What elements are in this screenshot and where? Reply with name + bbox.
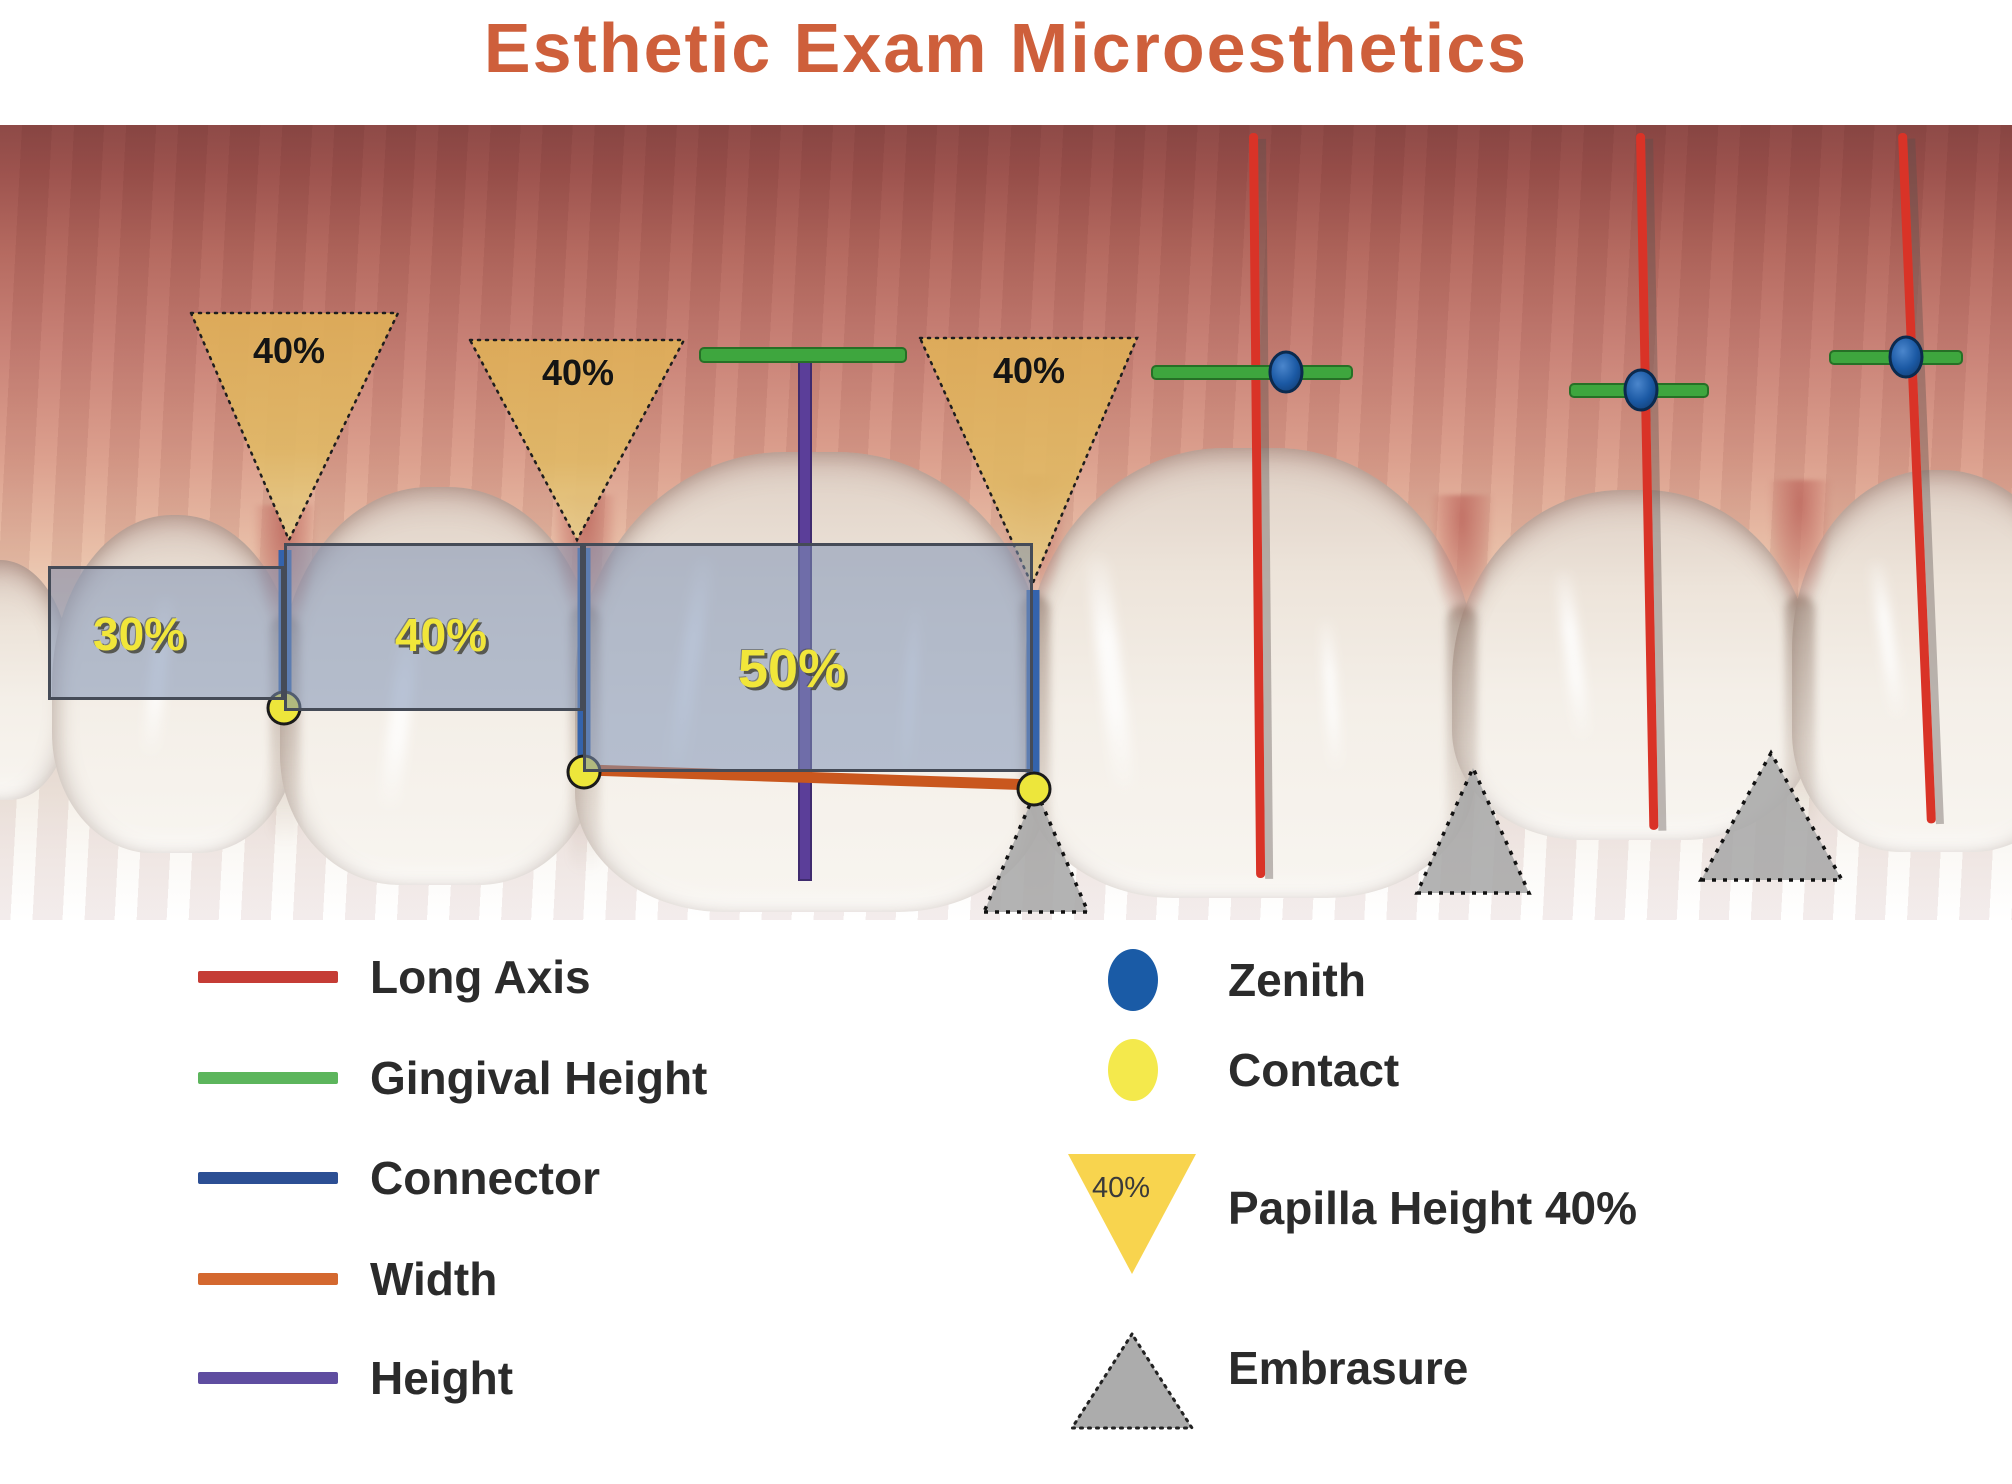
long-axis-line <box>1636 132 1659 830</box>
papilla-perctávent-label: 40% <box>252 330 326 371</box>
embrasure-triangle <box>1414 763 1532 895</box>
papilla-triangle <box>467 338 687 543</box>
legend-label: Gingival Height <box>370 1052 708 1104</box>
long-axis-line <box>1249 132 1266 878</box>
connector-swatch <box>198 1172 338 1184</box>
height-swatch <box>198 1372 338 1384</box>
proportion-label: 30% <box>93 608 186 660</box>
legend-label: Connector <box>370 1152 600 1204</box>
proportion-label: 40% <box>395 609 488 661</box>
papilla-triangle <box>189 311 400 544</box>
papilla-height-icon-badge: 40% <box>1092 1172 1151 1204</box>
legend-label: Height <box>370 1352 514 1404</box>
long-axis-swatch <box>198 971 338 983</box>
zenith-point <box>1888 335 1924 379</box>
zenith-point <box>1268 350 1304 394</box>
legend-label: Zenith <box>1228 954 1366 1006</box>
long-axis-line <box>1898 132 1936 824</box>
zenith-icon <box>1108 949 1158 1011</box>
papilla-triangle <box>918 336 1139 589</box>
proportion-box-50: 50% <box>583 543 1033 772</box>
proportion-label: 50% <box>738 639 847 699</box>
legend-label: Papilla Height 40% <box>1228 1182 1638 1234</box>
embrasure-icon <box>1069 1331 1195 1430</box>
page-title: Esthetic Exam Microesthetics <box>483 9 1529 87</box>
papilla-percent-label: 40% <box>992 350 1066 391</box>
width-line <box>587 764 1037 791</box>
gingival-height-bar <box>699 347 907 363</box>
contact-icon <box>1108 1039 1158 1101</box>
papilla-height-icon <box>1068 1154 1196 1274</box>
proportion-box-40: 40% <box>284 543 583 711</box>
gum-papilla <box>1430 495 1494 625</box>
legend-label: Width <box>370 1253 498 1305</box>
gum-papilla <box>1768 480 1832 610</box>
embrasure-triangle <box>1698 749 1845 882</box>
long-axis-shadows <box>1258 138 1944 879</box>
gingival-height-swatch <box>198 1072 338 1084</box>
contact-point <box>1016 771 1052 807</box>
legend-label: Long Axis <box>370 951 591 1003</box>
legend-label: Contact <box>1228 1044 1400 1096</box>
embrasure-triangle <box>981 785 1091 914</box>
papilla-percent-label: 40% <box>541 352 615 393</box>
legend-label: Embrasure <box>1228 1342 1469 1394</box>
width-swatch <box>198 1273 338 1285</box>
proportion-box-30: 30% <box>48 566 284 700</box>
gingival-height-bar <box>1151 365 1353 380</box>
zenith-point <box>1623 368 1659 412</box>
